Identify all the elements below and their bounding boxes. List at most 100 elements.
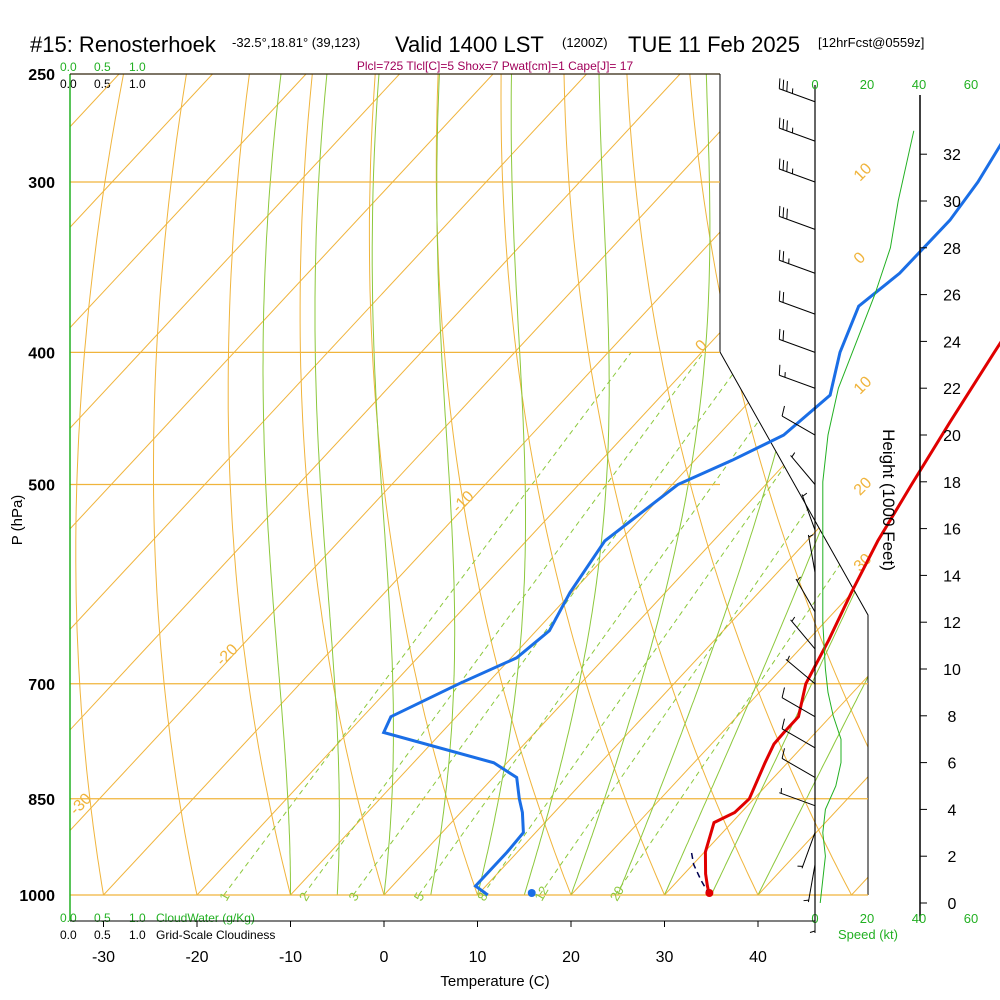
wind-barb (790, 452, 816, 485)
height-tick-label: 32 (943, 147, 961, 164)
station-title: #15: Renosterhoek (30, 32, 217, 57)
x-axis-label: Temperature (C) (440, 973, 549, 990)
wind-barb-flag (782, 330, 785, 341)
wind-barb-flag (778, 328, 781, 340)
height-tick-label: 30 (943, 194, 961, 211)
wind-barb-staff (781, 728, 816, 749)
dry-adiabat-line (626, 74, 852, 895)
wind-speed-tick-bottom: 60 (964, 911, 978, 926)
cloudwater-tick: 0.5 (94, 911, 111, 925)
cloudiness-tick: 0.5 (94, 77, 111, 91)
wind-barb (803, 864, 816, 903)
wind-barb (797, 832, 816, 869)
height-tick-label: 28 (943, 241, 961, 258)
dry-adiabat-line (563, 74, 759, 895)
dry-adiabat-line (435, 74, 572, 895)
wind-barb-staff (790, 619, 816, 650)
cloud-axis-top: 0.0 0.5 1.0 0.0 0.5 1.0 (60, 60, 146, 91)
isotherm-label: -30 (67, 790, 95, 818)
mixing-ratio-label: 20 (607, 884, 627, 904)
wind-barb-staff (779, 168, 816, 183)
wind-barb (785, 655, 816, 685)
mixing-ratio-label: 1 (216, 890, 233, 904)
wind-barb-staff (781, 758, 816, 778)
height-tick-label: 2 (948, 849, 957, 866)
cloudwater-tick: 0.0 (60, 911, 77, 925)
wind-barb-staff (779, 127, 816, 142)
cloudiness-tick: 0.0 (60, 77, 77, 91)
sounding-curves (381, 142, 1000, 897)
wind-barb-flag (782, 119, 785, 130)
wind-speed-tick-top: 40 (912, 77, 926, 92)
wind-barb-flag (782, 159, 785, 171)
wind-barb-staff (790, 455, 816, 485)
pressure-tick-label: 700 (28, 677, 55, 694)
surface-temperature-dot (705, 889, 714, 897)
moist-adiabat-line (314, 74, 340, 895)
mixing-ratio-label: 2 (296, 890, 313, 904)
cloudiness-tick: 1.0 (129, 928, 146, 942)
wind-speed-label: Speed (kt) (838, 927, 898, 942)
temperature-curve (703, 340, 1000, 896)
wind-barb-half-flag (791, 452, 796, 458)
zulu-time: (1200Z) (562, 35, 608, 50)
height-tick-label: 24 (943, 334, 961, 351)
mixing-ratio-line (614, 522, 868, 895)
temperature-tick-label: 20 (562, 949, 580, 966)
wind-barb-staff (779, 300, 816, 315)
dry-adiabat-line (153, 74, 198, 895)
cloudwater-tick: 0.5 (94, 60, 111, 74)
wind-barb-staff (779, 259, 816, 274)
wind-barb-staff (795, 578, 816, 613)
mixing-ratio-line (352, 352, 750, 895)
wind-barb-half-flag (796, 576, 801, 582)
wind-barb-staff (779, 215, 816, 230)
height-tick-label: 10 (943, 662, 961, 679)
wind-barb (807, 534, 816, 573)
wind-speed-tick-bottom: 40 (912, 911, 926, 926)
wind-barb-flag (781, 718, 785, 729)
parcel-curve (690, 851, 711, 896)
height-tick-label: 14 (943, 568, 961, 585)
moist-adiabat-line (523, 74, 610, 895)
wind-barb-flag (781, 405, 785, 417)
wind-barb (778, 78, 816, 103)
moist-adiabat-line (664, 405, 868, 895)
wind-barb-half-flag (791, 616, 796, 622)
wind-barb-staff (801, 494, 816, 531)
wind-barb (790, 616, 816, 650)
wind-barb (801, 492, 816, 531)
wind-barb-flag (786, 120, 788, 131)
isotherm-line (664, 675, 868, 895)
mixing-ratio-line (418, 352, 809, 895)
pressure-tick-label: 300 (28, 175, 55, 192)
wind-barb (778, 158, 816, 183)
pressure-tick-label: 400 (28, 345, 55, 362)
moist-adiabat-line (371, 74, 394, 895)
mixing-ratio-line (303, 352, 705, 895)
y-axis-label: P (hPa) (9, 495, 26, 546)
valid-time: Valid 1400 LST (395, 32, 544, 57)
wind-barb-staff (779, 338, 816, 353)
pressure-tick-label: 1000 (19, 888, 55, 905)
height-tick-label: 20 (943, 428, 961, 445)
wind-barb-flag (778, 290, 781, 302)
temperature-tick-label: 0 (380, 949, 389, 966)
wind-barb-half-flag (809, 930, 816, 933)
wind-barb-half-flag (803, 899, 809, 902)
wind-barb (781, 687, 816, 718)
wind-barb-staff (807, 534, 816, 573)
isotherm-line (851, 876, 868, 895)
mixing-ratio-label: 5 (411, 890, 428, 904)
isotherm-line (70, 74, 307, 329)
wind-barb-flag (786, 161, 788, 172)
cloudwater-tick: 1.0 (129, 911, 146, 925)
height-tick-label: 18 (943, 475, 961, 492)
cloudwater-label: CloudWater (g/Kg) (156, 911, 255, 925)
cloudiness-tick: 0.0 (60, 928, 77, 942)
wind-barb (781, 718, 816, 749)
wind-speed-tick-top: 60 (964, 77, 978, 92)
wind-barb (778, 328, 816, 353)
pressure-tick-label: 500 (28, 478, 55, 495)
